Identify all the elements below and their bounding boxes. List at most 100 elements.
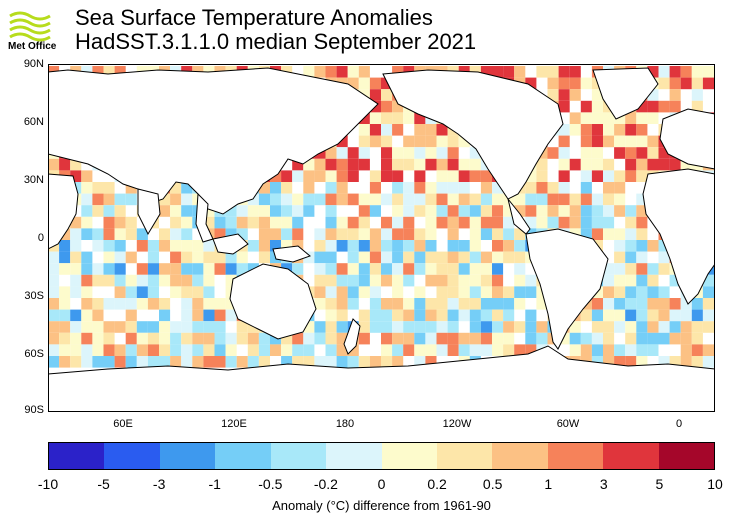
anomaly-cell (392, 228, 404, 240)
anomaly-cell (469, 147, 481, 159)
anomaly-cell (580, 344, 592, 356)
anomaly-cell (170, 286, 182, 298)
anomaly-cell (81, 205, 93, 217)
anomaly-cell (270, 332, 282, 345)
anomaly-cell (425, 332, 437, 345)
anomaly-cell (159, 356, 171, 368)
anomaly-cell (580, 158, 592, 171)
anomaly-cell (414, 205, 426, 217)
anomaly-cell (403, 112, 415, 124)
anomaly-cell (103, 321, 115, 333)
anomaly-cell (580, 193, 592, 206)
anomaly-cell (347, 147, 359, 159)
anomaly-cell (625, 286, 637, 298)
anomaly-cell (336, 298, 348, 310)
anomaly-cell (114, 66, 126, 78)
anomaly-cell (336, 344, 348, 356)
anomaly-cell (381, 263, 393, 275)
anomaly-cell (59, 356, 71, 368)
anomaly-cell (680, 309, 692, 322)
anomaly-cell (92, 332, 104, 345)
anomaly-cell (181, 228, 193, 240)
anomaly-cell (525, 321, 537, 333)
anomaly-cell (270, 228, 282, 240)
anomaly-cell (392, 205, 404, 217)
anomaly-cell (636, 321, 648, 333)
anomaly-cell (336, 263, 348, 275)
anomaly-cell (236, 216, 248, 229)
anomaly-cell (447, 263, 459, 275)
anomaly-cell (669, 298, 681, 310)
anomaly-cell (680, 66, 692, 78)
anomaly-cell (547, 193, 559, 206)
anomaly-cell (81, 274, 93, 287)
anomaly-cell (203, 205, 215, 217)
anomaly-cell (558, 158, 570, 171)
anomaly-cell (680, 298, 692, 310)
anomaly-cell (392, 147, 404, 159)
anomaly-cell (447, 216, 459, 229)
anomaly-cell (669, 309, 681, 322)
anomaly-cell (436, 274, 448, 287)
anomaly-cell (48, 321, 60, 333)
anomaly-cell (303, 332, 315, 345)
anomaly-cell (381, 112, 393, 124)
anomaly-cell (358, 274, 370, 287)
anomaly-cell (381, 170, 393, 182)
anomaly-cell (303, 193, 315, 206)
anomaly-cell (159, 309, 171, 322)
anomaly-cell (447, 274, 459, 287)
anomaly-cell (103, 251, 115, 264)
africa-east-land (642, 168, 715, 305)
anomaly-cell (214, 356, 226, 368)
anomaly-cell (702, 321, 714, 333)
anomaly-cell (469, 286, 481, 298)
anomaly-cell (625, 216, 637, 229)
anomaly-cell (436, 170, 448, 182)
anomaly-cell (458, 182, 470, 194)
anomaly-cell (569, 332, 581, 345)
anomaly-cell (547, 182, 559, 194)
anomaly-cell (591, 309, 603, 322)
anomaly-cell (458, 298, 470, 310)
anomaly-cell (103, 298, 115, 310)
anomaly-cell (114, 205, 126, 217)
anomaly-cell (303, 356, 315, 368)
anomaly-cell (591, 332, 603, 345)
anomaly-cell (170, 274, 182, 287)
anomaly-cell (425, 135, 437, 148)
anomaly-cell (558, 205, 570, 217)
anomaly-cell (492, 263, 504, 275)
anomaly-cell (702, 274, 714, 287)
lon-label-0: 0 (675, 418, 683, 430)
anomaly-cell (658, 286, 670, 298)
anomaly-cell (303, 344, 315, 356)
anomaly-cell (125, 309, 137, 322)
anomaly-cell (425, 182, 437, 194)
anomaly-cell (203, 332, 215, 345)
anomaly-cell (336, 286, 348, 298)
anomaly-cell (125, 251, 137, 264)
anomaly-cell (436, 158, 448, 171)
anomaly-cell (114, 356, 126, 368)
anomaly-cell (48, 158, 60, 171)
anomaly-cell (147, 298, 159, 310)
anomaly-cell (114, 298, 126, 310)
anomaly-cell (447, 321, 459, 333)
anomaly-cell (669, 100, 681, 113)
anomaly-cell (414, 193, 426, 206)
anomaly-cell (492, 344, 504, 356)
anomaly-cell (625, 251, 637, 264)
anomaly-cell (536, 321, 548, 333)
anomaly-cell (125, 182, 137, 194)
anomaly-cell (147, 286, 159, 298)
anomaly-cell (469, 170, 481, 182)
anomaly-cell (336, 228, 348, 240)
anomaly-cell (503, 344, 515, 356)
colorbar-segment (326, 443, 382, 469)
anomaly-cell (81, 228, 93, 240)
anomaly-cell (425, 193, 437, 206)
anomaly-cell (603, 263, 615, 275)
colorbar-tick-label: -0.2 (313, 476, 338, 492)
anomaly-cell (480, 286, 492, 298)
